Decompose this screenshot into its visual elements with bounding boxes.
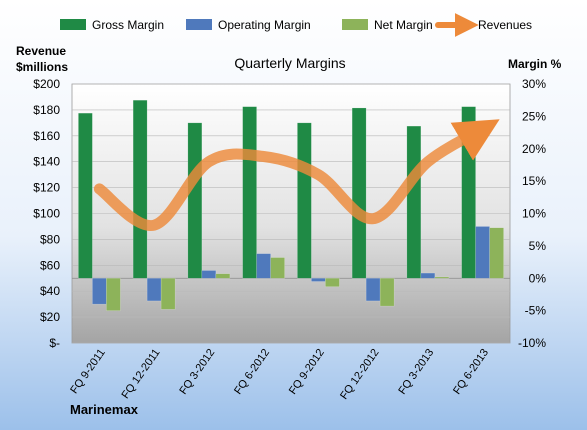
operating-margin-bar xyxy=(311,278,326,282)
legend-swatch-operating-margin xyxy=(186,19,212,30)
gross-margin-bar xyxy=(242,106,257,279)
gross-margin-bar xyxy=(78,112,93,279)
chart-title: Quarterly Margins xyxy=(234,55,345,71)
legend-label-net-margin: Net Margin xyxy=(374,18,433,32)
legend-label-operating-margin: Operating Margin xyxy=(218,18,311,32)
y-left-label-line1: Revenue xyxy=(16,44,66,58)
y-left-tick-label: $120 xyxy=(33,181,60,195)
legend-label-revenues: Revenues xyxy=(478,18,532,32)
operating-margin-bar xyxy=(92,278,107,305)
x-tick-label: FQ 12-2011 xyxy=(120,347,163,401)
y-left-tick-label: $- xyxy=(49,336,60,350)
operating-margin-bar xyxy=(146,278,162,302)
y-left-tick-label: $180 xyxy=(33,103,60,117)
y-right-tick-label: 30% xyxy=(522,77,546,91)
y-right-tick-label: 20% xyxy=(522,142,546,156)
y-right-axis: -10% -5% 0% 5% 10% 15% 20% 25% 30% xyxy=(518,77,546,350)
y-left-tick-label: $200 xyxy=(33,77,60,91)
y-left-tick-label: $140 xyxy=(33,155,60,169)
y-right-tick-label: -10% xyxy=(518,336,546,350)
x-tick-label: FQ 3-2012 xyxy=(177,347,217,397)
net-margin-bar xyxy=(106,278,121,311)
y-left-tick-label: $40 xyxy=(40,284,60,298)
operating-margin-bar xyxy=(256,253,271,279)
legend: Gross Margin Operating Margin Net Margin Re… xyxy=(60,13,532,37)
net-margin-bar xyxy=(325,278,340,287)
operating-margin-bar xyxy=(201,270,217,279)
legend-swatch-net-margin xyxy=(342,19,368,30)
gross-margin-bar xyxy=(406,125,422,279)
operating-margin-bar xyxy=(420,272,436,279)
net-margin-bar xyxy=(489,227,504,279)
gross-margin-bar xyxy=(187,122,203,279)
y-left-label-line2: $millions xyxy=(16,60,68,74)
y-right-tick-label: 25% xyxy=(522,109,546,123)
net-margin-bar xyxy=(434,276,450,279)
y-left-tick-label: $160 xyxy=(33,129,60,143)
net-margin-bar xyxy=(160,278,176,310)
y-right-tick-label: 15% xyxy=(522,174,546,188)
x-axis: FQ 9-2011 FQ 12-2011 FQ 3-2012 FQ 6-2012 FQ … xyxy=(68,347,491,402)
revenues-line xyxy=(93,119,500,231)
operating-margin-bar xyxy=(475,226,490,279)
y-right-tick-label: 10% xyxy=(522,207,546,221)
y-left-axis: $- $20 $40 $60 $80 $100 $120 $140 $160 $180 $200 xyxy=(33,77,60,350)
y-left-tick-label: $80 xyxy=(40,232,60,246)
x-tick-label: FQ 6-2012 xyxy=(232,347,272,397)
y-left-tick-label: $60 xyxy=(40,258,60,272)
x-tick-label: FQ 9-2012 xyxy=(287,347,327,397)
net-margin-bar xyxy=(215,273,231,279)
legend-swatch-gross-margin xyxy=(60,19,86,30)
x-tick-label: FQ 3-2013 xyxy=(396,347,436,397)
gross-margin-bar xyxy=(132,99,148,279)
y-right-tick-label: 5% xyxy=(529,239,547,253)
x-tick-label: FQ 6-2013 xyxy=(451,347,491,397)
net-margin-bar xyxy=(379,278,395,307)
operating-margin-bar xyxy=(365,278,381,302)
gross-margin-bar xyxy=(351,107,367,279)
y-left-tick-label: $100 xyxy=(33,207,60,221)
legend-label-gross-margin: Gross Margin xyxy=(92,18,164,32)
y-left-tick-label: $20 xyxy=(40,310,60,324)
x-tick-label: FQ 12-2012 xyxy=(338,347,382,402)
revenue-line-layer xyxy=(93,119,500,231)
x-tick-label: FQ 9-2011 xyxy=(68,347,108,396)
net-margin-bar xyxy=(270,257,285,279)
company-label: Marinemax xyxy=(70,402,139,417)
y-right-label: Margin % xyxy=(508,57,562,71)
y-right-tick-label: -5% xyxy=(525,304,547,318)
y-right-tick-label: 0% xyxy=(529,271,547,285)
gross-margin-bar xyxy=(297,122,312,279)
